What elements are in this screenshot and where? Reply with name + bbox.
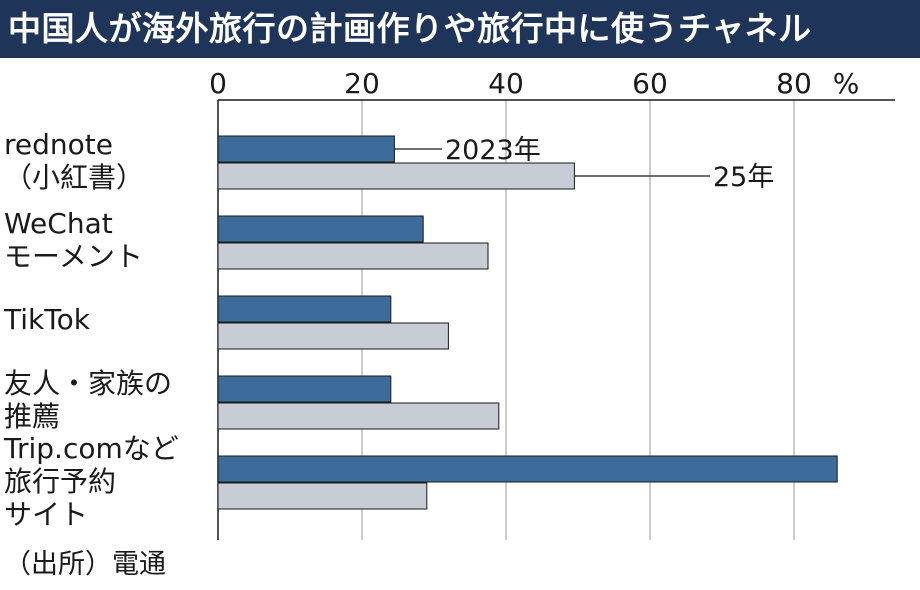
source-note: （出所）電通 xyxy=(4,549,166,580)
bar-series2 xyxy=(217,482,428,510)
bar-series1 xyxy=(217,375,392,403)
category-label: 友人・家族の xyxy=(4,367,173,400)
category-label: 旅行予約 xyxy=(4,465,117,498)
bar-series1 xyxy=(217,295,392,323)
category-label: WeChat xyxy=(4,207,113,240)
title-bar: 中国人が海外旅行の計画作りや旅行中に使うチャネル xyxy=(0,0,920,58)
bar-series2 xyxy=(217,242,489,270)
series2-annotation: 25年 xyxy=(713,162,774,193)
unit-label: % xyxy=(833,67,860,100)
series1-annotation: 2023年 xyxy=(445,135,541,166)
x-tick-label: 60 xyxy=(632,67,668,100)
bar-series2 xyxy=(217,162,575,190)
bar-series1 xyxy=(217,135,395,163)
category-label: サイト xyxy=(4,498,89,531)
category-label: モーメント xyxy=(4,240,143,273)
x-tick-label: 40 xyxy=(488,67,524,100)
x-tick-label: 80 xyxy=(776,67,812,100)
bar-series1 xyxy=(217,215,424,243)
category-label: （小紅書） xyxy=(4,161,145,194)
bar-series1 xyxy=(217,455,838,483)
category-label: 推薦 xyxy=(4,400,61,433)
chart-title: 中国人が海外旅行の計画作りや旅行中に使うチャネル xyxy=(8,9,812,48)
bar-series2 xyxy=(217,402,500,430)
bar-series2 xyxy=(217,322,449,350)
category-label: rednote xyxy=(4,128,113,161)
category-label: Trip.comなど xyxy=(4,432,179,465)
category-label: TikTok xyxy=(4,303,90,336)
x-tick-label: 0 xyxy=(209,67,227,100)
x-tick-label: 20 xyxy=(344,67,380,100)
